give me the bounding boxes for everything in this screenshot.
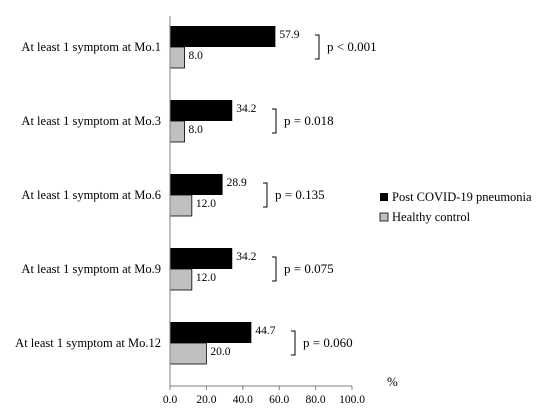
legend-label: Post COVID-19 pneumonia [392,190,532,204]
p-value-label: p = 0.075 [284,261,334,276]
bars-layer [169,26,276,365]
p-value-label: p = 0.135 [275,187,325,202]
bar-value-label: 8.0 [189,50,204,62]
x-tick-label: 100.0 [339,394,365,406]
p-value-bracket [272,108,277,134]
category-label: At least 1 symptom at Mo.3 [21,114,161,128]
x-tick-label: 20.0 [196,394,216,406]
bar-value-label: 12.0 [196,198,216,210]
category-label: At least 1 symptom at Mo.12 [15,336,161,350]
bar-healthy-control [169,342,207,365]
labels-layer: At least 1 symptom at Mo.1 57.9 8.0 At leas… [15,29,300,358]
category-label: At least 1 symptom at Mo.1 [21,40,161,54]
legend-label: Healthy control [392,210,471,224]
p-value-bracket [263,182,268,208]
bar-post-covid [170,248,233,269]
p-value-label: p < 0.001 [327,39,377,54]
bar-value-label: 8.0 [189,124,204,136]
bar-healthy-control [169,268,193,291]
p-value-bracket [291,330,296,356]
bar-healthy-control [169,46,185,69]
bar-healthy-control [169,120,185,143]
legend-swatch-healthy-control [379,212,389,222]
legend-swatch-post-covid [380,193,388,201]
bar-value-label: 57.9 [279,29,299,41]
bar-value-label: 34.2 [236,251,256,263]
bar-post-covid [170,100,233,121]
p-value-bracket [272,256,277,282]
p-value-label: p = 0.060 [303,335,353,350]
category-label: At least 1 symptom at Mo.6 [21,188,161,202]
bar-value-label: 12.0 [196,272,216,284]
bar-value-label: 34.2 [236,103,256,115]
bar-value-label: 20.0 [210,346,230,358]
bar-healthy-control [169,194,193,217]
bar-value-label: 44.7 [255,325,275,337]
x-tick-label: 80.0 [306,394,326,406]
bar-post-covid [170,322,252,343]
x-tick-label: 0.0 [163,394,178,406]
x-axis-unit: % [387,374,398,389]
p-value-label: p = 0.018 [284,113,334,128]
bar-post-covid [170,174,223,195]
legend: Post COVID-19 pneumonia Healthy control [379,190,532,224]
p-value-bracket [315,34,320,60]
bar-value-label: 28.9 [227,177,247,189]
bar-post-covid [170,26,276,47]
p-value-annotations: p < 0.001 p = 0.018 p = 0.135 p = 0.075 p = … [263,34,377,356]
category-label: At least 1 symptom at Mo.9 [21,262,161,276]
x-tick-label: 40.0 [233,394,253,406]
x-tick-label: 60.0 [269,394,289,406]
x-axis-ticks: 0.0 20.0 40.0 60.0 80.0 100.0 [163,386,365,406]
